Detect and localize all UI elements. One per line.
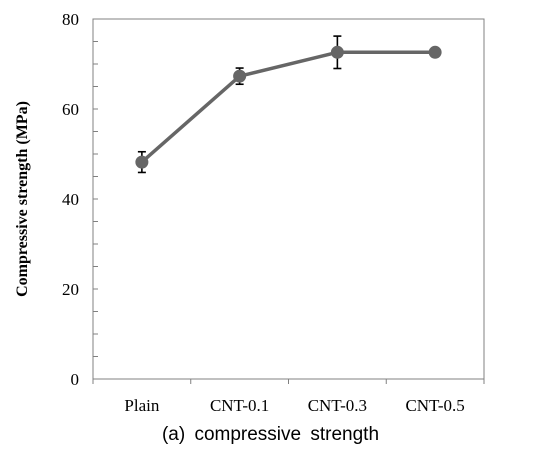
x-tick-label: CNT-0.1: [210, 396, 269, 415]
x-tick-label: CNT-0.5: [405, 396, 464, 415]
y-axis-title: Compressive strength (MPa): [14, 101, 31, 297]
data-point: [135, 155, 149, 169]
y-tick-label: 80: [62, 10, 79, 29]
y-tick-label: 0: [71, 370, 80, 389]
series-line: [140, 50, 436, 164]
series-layer: [135, 35, 442, 174]
y-tick-label: 60: [62, 100, 79, 119]
data-point: [330, 45, 344, 59]
data-point: [233, 69, 247, 83]
x-axis: Plain CNT-0.1 CNT-0.3 CNT-0.5: [92, 379, 485, 415]
y-tick-label: 20: [62, 280, 79, 299]
figure-caption: (a) compressive strength: [161, 424, 380, 445]
x-tick-label: Plain: [124, 396, 159, 415]
plot-area: [92, 18, 485, 380]
data-point: [428, 45, 442, 59]
y-tick-label: 40: [62, 190, 79, 209]
plot-border: [92, 18, 485, 380]
x-tick-label: CNT-0.3: [308, 396, 367, 415]
y-axis: 0 20 40 60 80: [62, 10, 98, 389]
